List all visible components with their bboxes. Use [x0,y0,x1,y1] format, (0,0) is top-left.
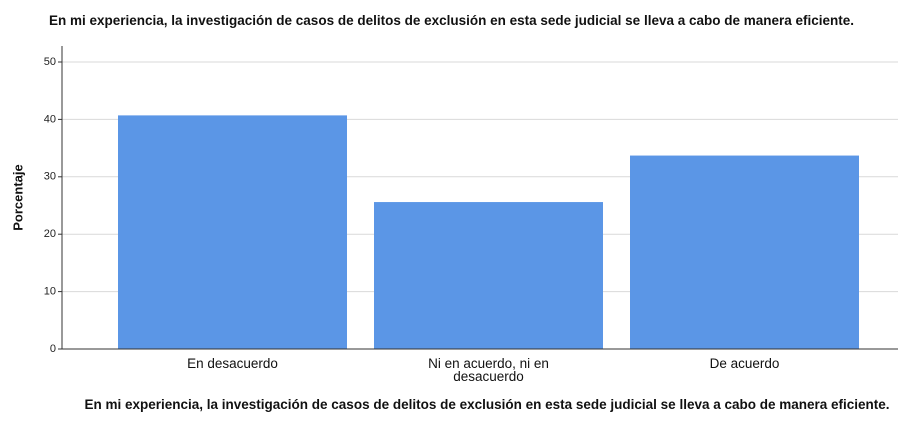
bar [118,115,347,350]
y-tick-label: 10 [44,286,56,298]
y-tick-label: 20 [44,228,56,240]
bar [630,155,859,349]
y-axis-label: Porcentaje [10,164,26,231]
y-tick-label: 30 [44,171,56,183]
x-tick-label: De acuerdo [709,356,780,371]
y-tick-label: 40 [44,113,56,125]
y-tick-label: 50 [44,56,56,68]
chart-title: En mi experiencia, la investigación de c… [48,13,855,28]
x-tick-label: Ni en acuerdo, ni en desacuerdo [428,356,549,384]
x-tick-label: En desacuerdo [187,356,278,371]
x-axis-label: En mi experiencia, la investigación de c… [84,397,890,412]
y-tick-label: 0 [50,343,56,355]
bar [374,202,603,349]
